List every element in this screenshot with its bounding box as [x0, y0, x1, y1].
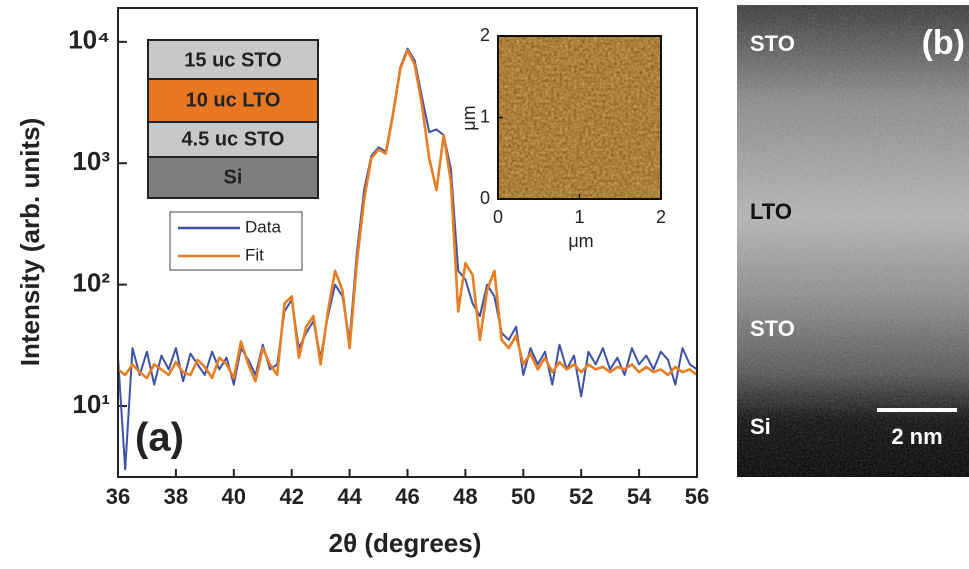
- x-tick-label: 50: [511, 484, 535, 509]
- y-tick-label: 10²: [72, 267, 110, 297]
- layer-label: Si: [224, 166, 243, 188]
- x-tick-label: 42: [279, 484, 303, 509]
- layer-label: 15 uc STO: [184, 49, 281, 71]
- x-tick-label: 40: [222, 484, 246, 509]
- inset-y-title: μm: [459, 105, 479, 130]
- x-tick-label: 56: [685, 484, 709, 509]
- x-tick-label: 36: [106, 484, 130, 509]
- layer-label: 4.5 uc STO: [181, 128, 284, 150]
- panel-label: (b): [922, 24, 965, 62]
- series-line: [118, 49, 697, 383]
- layer-label: 10 uc LTO: [186, 89, 281, 111]
- tem-label: STO: [750, 31, 795, 56]
- x-axis-title: 2θ (degrees): [329, 528, 482, 558]
- tem-label: LTO: [750, 199, 792, 224]
- layer: [147, 156, 319, 199]
- layer: [147, 121, 319, 158]
- inset-x-tick-label: 1: [574, 207, 584, 227]
- y-tick-label: 10⁴: [68, 25, 110, 55]
- legend-entries: Data Fit: [178, 217, 281, 264]
- inset-y-tick-label: 2: [480, 25, 490, 45]
- panel-label: (a): [135, 416, 184, 460]
- inset-x-title: μm: [568, 231, 593, 251]
- plot-frame: [117, 7, 698, 478]
- x-tick-label: 52: [569, 484, 593, 509]
- afm-texture: [498, 36, 661, 199]
- y-tick-label: 10³: [72, 146, 110, 176]
- y-axis-title: Intensity (arb. units): [15, 118, 45, 366]
- layer: [147, 78, 319, 123]
- scale-bar-label: 2 nm: [891, 424, 942, 449]
- layer: [147, 39, 319, 80]
- tem-label: Si: [750, 414, 771, 439]
- inset-x-tick-label: 2: [656, 207, 666, 227]
- x-tick-label: 46: [395, 484, 419, 509]
- inset-x-tick-label: 0: [493, 207, 503, 227]
- tem-texture: [737, 5, 969, 477]
- tem-label: STO: [750, 316, 795, 341]
- x-tick-label: 38: [164, 484, 188, 509]
- x-tick-label: 44: [337, 484, 362, 509]
- y-tick-label: 10¹: [72, 389, 110, 419]
- x-tick-label: 48: [453, 484, 477, 509]
- series-line: [118, 47, 697, 471]
- legend-label: Fit: [245, 245, 264, 264]
- inset-y-tick-label: 0: [480, 188, 490, 208]
- legend: [169, 211, 303, 271]
- inset-axes: 0 1 2 0 1 2: [480, 25, 666, 227]
- x-tick-label: 54: [627, 484, 652, 509]
- legend-label: Data: [245, 217, 281, 236]
- plot-area: 36 38 40 42 44 46 48 50 52 54 56 10¹ 10² 10³ 10⁴: [68, 25, 709, 509]
- inset-y-tick-label: 1: [480, 106, 490, 126]
